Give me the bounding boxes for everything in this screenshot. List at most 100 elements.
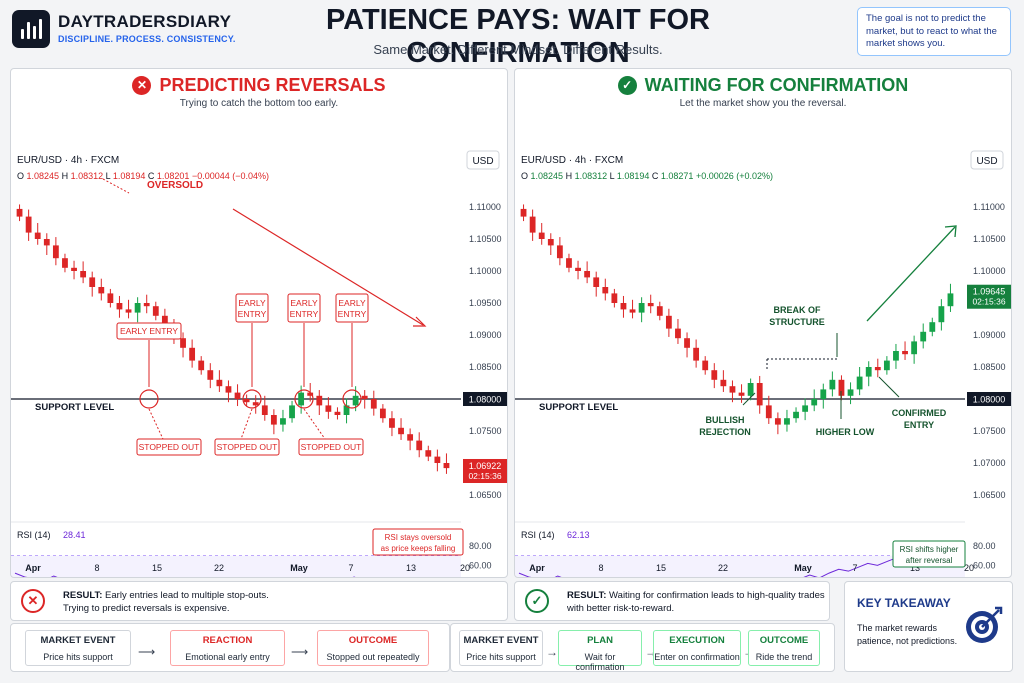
candle-body	[829, 379, 836, 390]
rsi-note-box	[372, 528, 464, 556]
key-takeaway-text: The market rewards patience, not predict…	[857, 623, 958, 646]
right-panel: ✓ WAITING FOR CONFIRMATION Let the market…	[514, 68, 1012, 578]
oversold-pointer	[102, 178, 130, 194]
candle-body	[307, 392, 314, 396]
entry-circle	[242, 389, 262, 409]
candle-body	[116, 303, 123, 310]
rsi-label: RSI (14)	[17, 530, 51, 540]
candle-body	[720, 379, 727, 387]
left-result-text: RESULT: Early entries lead to multiple s…	[63, 589, 269, 615]
left-flow-step-title: MARKET EVENT	[40, 635, 116, 646]
bos-label: BREAK OF	[774, 305, 822, 315]
candle-body	[747, 383, 754, 396]
goal-note: The goal is not to predict the market, b…	[857, 7, 1011, 56]
candle-body	[252, 402, 259, 406]
support-label: SUPPORT LEVEL	[35, 402, 114, 413]
stopped-out-pointer	[148, 408, 164, 440]
x-tick-label: 13	[910, 563, 920, 573]
left-flow-step-title: REACTION	[202, 635, 253, 646]
candle-body	[389, 418, 395, 428]
symbol-label: EUR/USD · 4h · FXCM	[521, 155, 623, 166]
candle-body	[134, 303, 141, 313]
left-flow-step: REACTION Emotional early entry	[170, 630, 285, 666]
candle-body	[343, 405, 350, 415]
early-entry-label: EARLY	[238, 298, 266, 308]
ohlc-readout: O 1.08245 H 1.08312 L 1.08194 C 1.08201 …	[17, 171, 269, 181]
stopped-out-label: STOPPED OUT	[301, 442, 362, 452]
right-result-line2: with better risk-to-reward.	[567, 603, 675, 614]
x-tick-label: 20	[460, 563, 470, 573]
oversold-label: OVERSOLD	[147, 180, 203, 191]
candle-body	[584, 271, 591, 278]
support-label: SUPPORT LEVEL	[539, 402, 618, 413]
left-flow: MARKET EVENT Price hits support ⟶ REACTIO…	[10, 623, 450, 672]
symbol-label: EUR/USD · 4h · FXCM	[17, 155, 119, 166]
candle-body	[379, 408, 386, 419]
candle-body	[566, 258, 572, 268]
x-tick-label: May	[794, 563, 812, 573]
candle-body	[298, 392, 305, 406]
left-result-line2: Trying to predict reversals is expensive…	[63, 603, 230, 614]
candle-body	[98, 287, 105, 294]
candle-body	[665, 315, 672, 329]
candle-body	[629, 309, 636, 313]
left-flow-step-text: Price hits support	[43, 652, 113, 662]
x-tick-label: Apr	[529, 563, 545, 573]
candle-body	[920, 331, 927, 342]
bottom-section: ✕ RESULT: Early entries lead to multiple…	[10, 581, 1013, 679]
entry-circle	[294, 389, 314, 409]
candle-body	[270, 415, 277, 425]
candle-body	[280, 418, 286, 425]
currency-button[interactable]	[466, 150, 500, 170]
candle-body	[784, 418, 790, 425]
key-takeaway-title: KEY TAKEAWAY	[857, 596, 951, 610]
rsi-label: RSI (14)	[521, 530, 555, 540]
right-flow-step: PLAN Wait for confirmation	[558, 630, 642, 672]
candle-body	[929, 322, 936, 332]
candle-body	[261, 405, 268, 415]
y-tick-label: 1.10000	[973, 266, 1006, 276]
right-result-text: RESULT: Waiting for confirmation leads t…	[567, 589, 825, 615]
right-subheading: Let the market show you the reversal.	[679, 98, 847, 109]
rsi-note-text: RSI shifts higher	[900, 545, 959, 554]
rsi-band	[11, 555, 461, 577]
right-flow-step-title: MARKET EVENT	[463, 635, 539, 646]
x-tick-label: 20	[964, 563, 974, 573]
right-flow: MARKET EVENT Price hits support → PLAN Wai…	[450, 623, 835, 672]
x-tick-label: 22	[718, 563, 728, 573]
candle-body	[180, 338, 186, 348]
candle-body	[316, 395, 323, 406]
y-tick-label: 1.10000	[469, 266, 502, 276]
candle-body	[556, 245, 563, 259]
right-flow-step-text: Wait for confirmation	[575, 652, 625, 672]
currency-button[interactable]	[970, 150, 1004, 170]
candle-body	[189, 347, 196, 361]
early-entry-box	[235, 293, 269, 323]
ohlc-readout: O 1.08245 H 1.08312 L 1.08194 C 1.08271 …	[521, 171, 773, 181]
confirmed-entry-pointer	[878, 376, 900, 398]
y-tick-label: 1.07000	[973, 458, 1006, 468]
x-tick-label: May	[290, 563, 308, 573]
page-subtitle: Same Market. Different Mindset. Differen…	[373, 42, 663, 57]
candle-body	[352, 395, 359, 406]
right-flow-step-text: Ride the trend	[755, 652, 813, 662]
confirmed-entry-label: CONFIRMED	[892, 408, 947, 418]
candle-body	[43, 239, 50, 246]
candle-body	[947, 293, 954, 307]
right-result: ✓ RESULT: Waiting for confirmation leads…	[514, 581, 830, 621]
last-price-tag	[463, 458, 507, 483]
candle-body	[398, 427, 404, 435]
candle-body	[874, 367, 881, 371]
candle-body	[34, 232, 41, 239]
y-tick-label: 1.10500	[973, 234, 1006, 244]
higher-low-label: HIGHER LOW	[816, 427, 875, 437]
stopped-out-label: STOPPED OUT	[139, 442, 200, 452]
candle-body	[847, 389, 854, 396]
right-flow-step: OUTCOME Ride the trend	[748, 630, 820, 666]
candle-body	[729, 386, 736, 393]
left-panel: ✕ PREDICTING REVERSALS Trying to catch th…	[10, 68, 508, 578]
candle-body	[911, 341, 918, 355]
x-tick-label: 7	[348, 563, 353, 573]
x-tick-label: 15	[656, 563, 666, 573]
candle-body	[361, 395, 368, 399]
